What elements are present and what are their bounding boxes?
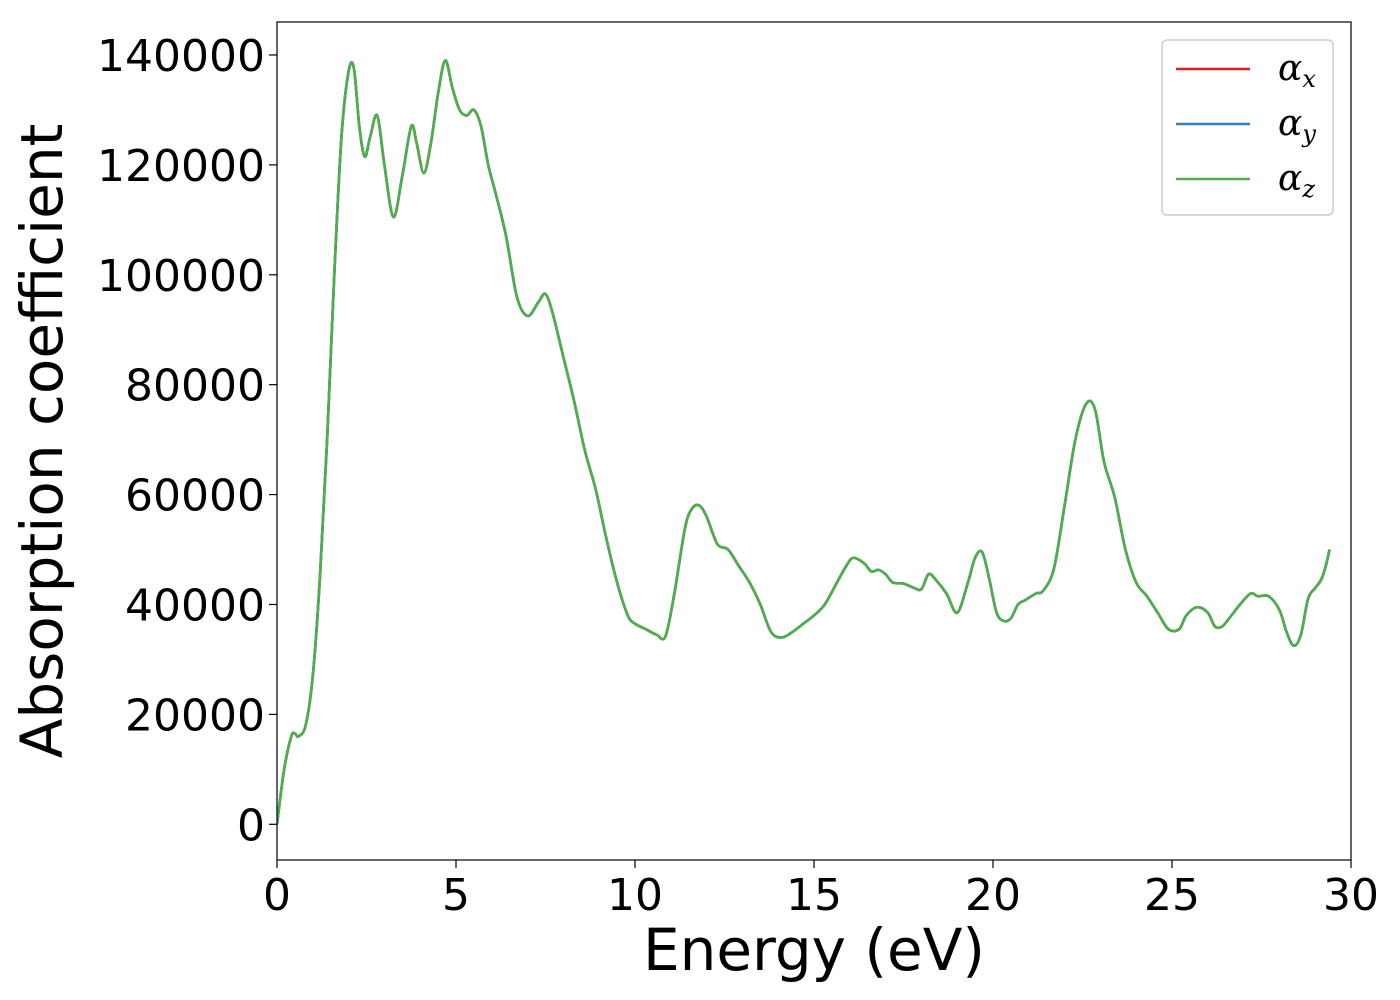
y-tick-label: 140000 [97, 31, 265, 82]
x-tick-label: 15 [786, 870, 842, 921]
series-line-alpha-z [277, 59, 1331, 825]
y-axis: 0 20000 40000 60000 80000 100000 120000 140000 [97, 31, 277, 851]
y-tick-label: 0 [237, 800, 265, 851]
y-tick-label: 80000 [125, 361, 265, 412]
x-tick-label: 20 [965, 870, 1021, 921]
legend: αx αy αz [1161, 39, 1334, 216]
y-tick-label: 120000 [97, 141, 265, 192]
legend-label: αz [1278, 158, 1315, 203]
x-tick-label: 10 [607, 870, 663, 921]
x-tick-label: 30 [1323, 870, 1379, 921]
legend-label: αy [1278, 103, 1316, 148]
x-tick-label: 0 [263, 870, 291, 921]
y-tick-label: 100000 [97, 251, 265, 302]
legend-label: αx [1278, 48, 1316, 93]
series-layer [277, 59, 1331, 825]
y-tick-label: 40000 [125, 580, 265, 631]
x-tick-label: 25 [1144, 870, 1200, 921]
x-tick-label: 5 [442, 870, 470, 921]
legend-box [1161, 39, 1334, 216]
y-axis-title: Absorption coefficient [8, 124, 76, 759]
x-axis: 0 5 10 15 20 25 30 [263, 860, 1379, 921]
x-axis-title: Energy (eV) [643, 916, 985, 984]
y-tick-label: 60000 [125, 471, 265, 522]
y-tick-label: 20000 [125, 690, 265, 741]
